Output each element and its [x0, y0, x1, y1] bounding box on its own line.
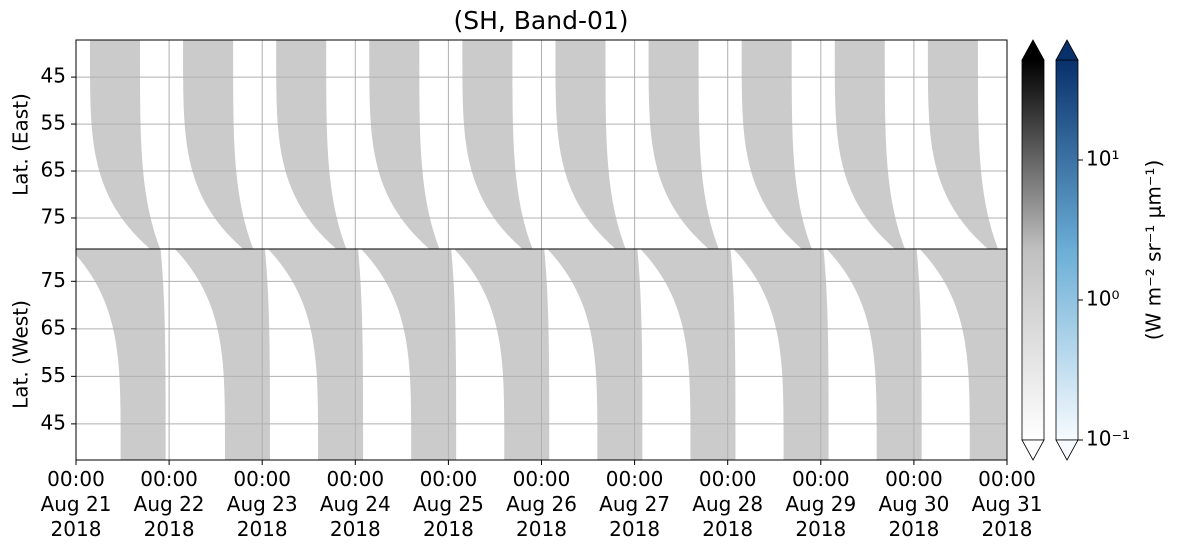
- swath: [76, 249, 166, 460]
- y-tick-label: 55: [41, 111, 66, 135]
- y-tick-label: 75: [41, 268, 66, 292]
- x-tick-label: 00:00 Aug 24 2018: [320, 467, 391, 541]
- y-tick-label: 55: [41, 363, 66, 387]
- colorbar-extend-min: [1055, 439, 1079, 461]
- swath: [919, 249, 1007, 460]
- swath: [369, 40, 440, 249]
- swath: [826, 249, 922, 460]
- colorbar-tick-label: 10¹: [1086, 147, 1119, 171]
- swath: [183, 40, 254, 249]
- y-axis-label: Lat. (East): [9, 93, 33, 196]
- colorbar-label: (W m⁻² sr⁻¹ μm⁻¹): [1142, 160, 1166, 341]
- x-tick-label: 00:00 Aug 21 2018: [41, 467, 112, 541]
- swath: [174, 249, 270, 460]
- swath: [741, 40, 812, 249]
- swath: [268, 249, 364, 460]
- colorbar-extend-min: [1021, 439, 1045, 461]
- x-tick-label: 00:00 Aug 25 2018: [413, 467, 484, 541]
- y-tick-label: 45: [41, 64, 66, 88]
- colorbar-tick-label: 10⁻¹: [1086, 427, 1130, 451]
- x-tick-label: 00:00 Aug 26 2018: [506, 467, 577, 541]
- y-tick-label: 75: [41, 205, 66, 229]
- x-tick-label: 00:00 Aug 22 2018: [134, 467, 205, 541]
- swath: [927, 40, 999, 249]
- y-axis-label: Lat. (West): [9, 300, 33, 409]
- y-tick-label: 65: [41, 158, 66, 182]
- chart-title: (SH, Band-01): [453, 6, 628, 35]
- y-tick-label: 45: [41, 410, 66, 434]
- swath: [834, 40, 905, 249]
- swath: [454, 249, 550, 460]
- panel-plot: [89, 40, 999, 249]
- swath: [89, 40, 161, 249]
- colorbar-extend-max: [1021, 39, 1045, 61]
- colorbar: [1055, 59, 1079, 441]
- panel-plot: [76, 249, 1007, 460]
- swath: [361, 249, 457, 460]
- x-tick-label: 00:00 Aug 23 2018: [227, 467, 298, 541]
- x-tick-label: 00:00 Aug 31 2018: [972, 467, 1043, 541]
- colorbar-tick-label: 10⁰: [1086, 287, 1119, 311]
- y-tick-label: 65: [41, 315, 66, 339]
- swath: [733, 249, 829, 460]
- x-tick-label: 00:00 Aug 30 2018: [878, 467, 949, 541]
- x-tick-label: 00:00 Aug 29 2018: [785, 467, 856, 541]
- swath: [648, 40, 719, 249]
- colorbar: [1021, 59, 1045, 441]
- colorbar-extend-max: [1055, 39, 1079, 61]
- x-tick-label: 00:00 Aug 28 2018: [692, 467, 763, 541]
- x-tick-label: 00:00 Aug 27 2018: [599, 467, 670, 541]
- swath: [547, 249, 643, 460]
- swath: [555, 40, 626, 249]
- swath: [276, 40, 347, 249]
- swath: [462, 40, 533, 249]
- swath: [640, 249, 736, 460]
